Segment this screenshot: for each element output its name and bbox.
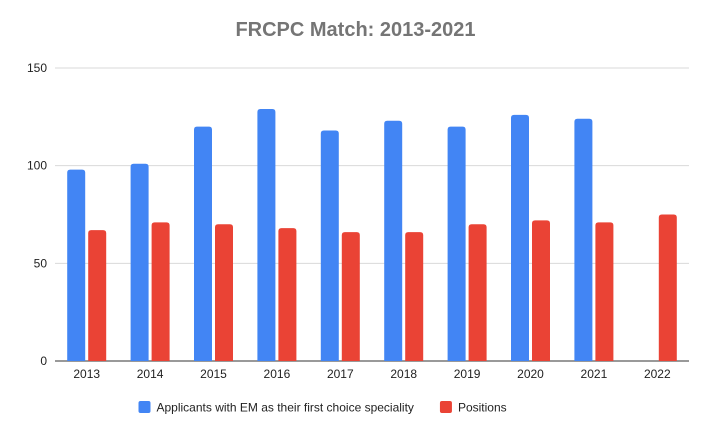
y-tick-label: 100 [27, 159, 47, 173]
x-tick-label: 2015 [200, 367, 227, 381]
bars [67, 109, 677, 362]
x-tick-label: 2016 [264, 367, 291, 381]
bar-applicants-2015 [194, 126, 212, 361]
y-axis-ticks: 0 50 100 150 [27, 61, 47, 368]
bar-positions-2014 [151, 222, 170, 361]
gridlines [55, 67, 689, 362]
bar-positions-2017 [341, 232, 360, 361]
bar-positions-2015 [215, 224, 233, 361]
x-tick-label: 2018 [390, 367, 417, 381]
legend-swatch [439, 401, 452, 413]
bar-positions-2022 [658, 214, 677, 361]
bar-applicants-2019 [447, 126, 466, 361]
bar-applicants-2021 [574, 118, 593, 361]
legend-label: Positions [458, 401, 507, 415]
bar-positions-2013 [88, 230, 107, 361]
bar-positions-2019 [468, 224, 487, 361]
legend-item-applicants[interactable]: Applicants with EM as their first choice… [138, 401, 414, 415]
bar-applicants-2018 [384, 120, 403, 362]
legend-item-positions[interactable]: Positions [439, 401, 507, 415]
chart-title: FRCPC Match: 2013-2021 [235, 19, 475, 41]
bar-applicants-2020 [511, 114, 529, 361]
x-tick-label: 2014 [137, 367, 164, 381]
x-tick-label: 2022 [644, 367, 671, 381]
legend: Applicants with EM as their first choice… [138, 401, 507, 415]
legend-swatch [138, 401, 151, 413]
x-tick-label: 2013 [73, 367, 100, 381]
bar-applicants-2017 [320, 130, 339, 361]
bar-positions-2020 [532, 220, 550, 361]
y-tick-label: 0 [40, 354, 47, 368]
x-axis-ticks: 2013 2014 2015 2016 2017 2018 2019 2020 2021 2022 [73, 367, 671, 381]
x-tick-label: 2021 [581, 367, 608, 381]
bar-positions-2021 [595, 222, 614, 361]
bar-applicants-2014 [130, 163, 149, 361]
x-tick-label: 2017 [327, 367, 354, 381]
bar-positions-2016 [278, 228, 297, 361]
y-tick-label: 50 [34, 256, 48, 270]
bar-applicants-2013 [67, 169, 86, 361]
bar-applicants-2016 [257, 109, 276, 362]
y-tick-label: 150 [27, 61, 47, 75]
bar-positions-2018 [405, 232, 424, 361]
x-tick-label: 2020 [517, 367, 544, 381]
legend-label: Applicants with EM as their first choice… [157, 401, 414, 415]
x-tick-label: 2019 [454, 367, 481, 381]
